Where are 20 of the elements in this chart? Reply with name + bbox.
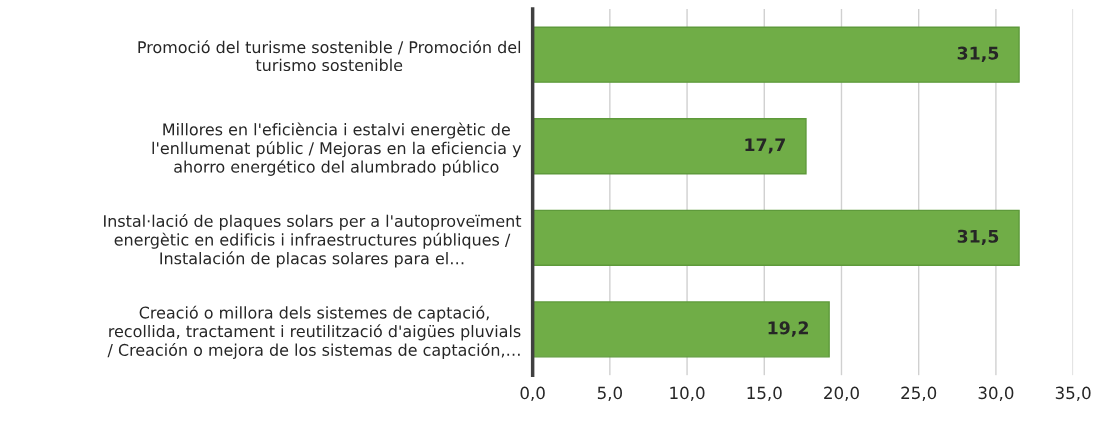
bar	[532, 209, 1020, 266]
y-tick-label: Instal·lació de plaques solars per a l'autoproveïment energètic en edificis i infraestructures públiques / Instalación de placas solares para el…	[104, 214, 522, 268]
x-tick-label: 25,0	[901, 386, 937, 401]
y-tick-label: Creació o millora dels sistemes de captació, recollida, tractament i reutilització d'aigües pluvials / Creación o mejora de los sistemas de captación,…	[107, 305, 521, 360]
x-tick-label: 10,0	[670, 386, 705, 401]
x-tick-label: 15,0	[747, 386, 782, 401]
y-tick-label: Promoció del turisme sostenible / Promoción del turismo sostenible	[138, 40, 521, 72]
x-tick-label: 0,0	[520, 386, 545, 401]
x-tick-label: 5,0	[597, 386, 622, 401]
data-label: 19,2	[768, 321, 808, 337]
bar	[532, 118, 807, 175]
y-tick-label: Millores en l'eficiència i estalvi energètic de l'enllumenat públic / Mejoras en la eficiencia y ahorro energético del alumbrado público	[152, 122, 522, 176]
x-tick-label: 20,0	[824, 386, 859, 401]
x-tick-label: 30,0	[978, 386, 1014, 401]
bar	[532, 26, 1020, 83]
data-label: 31,5	[957, 229, 999, 246]
bar	[532, 301, 830, 358]
data-label: 17,7	[745, 138, 785, 154]
data-label: 31,5	[957, 46, 999, 62]
x-tick-label: 35,0	[1055, 386, 1091, 401]
